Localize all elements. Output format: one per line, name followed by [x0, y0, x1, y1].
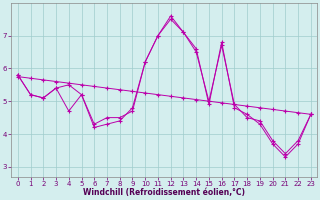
X-axis label: Windchill (Refroidissement éolien,°C): Windchill (Refroidissement éolien,°C): [83, 188, 245, 197]
